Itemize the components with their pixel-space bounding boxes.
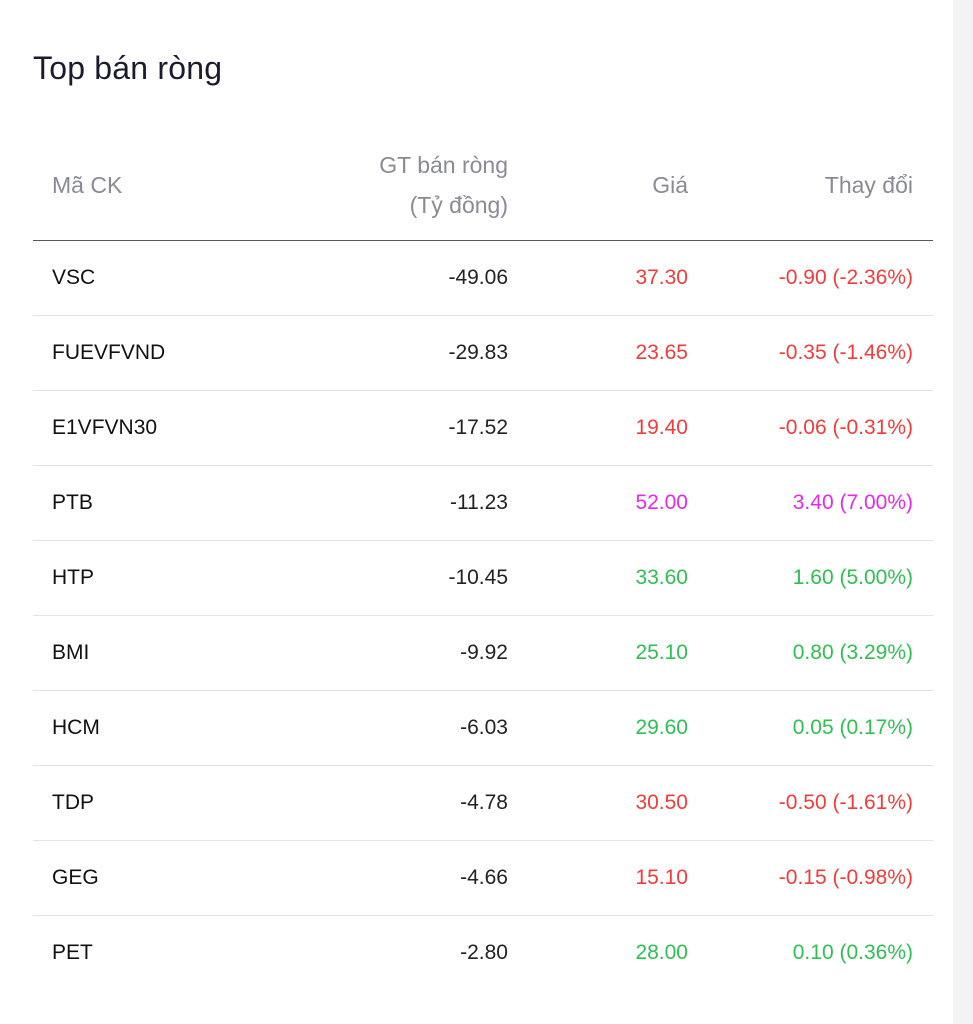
stock-code[interactable]: FUEVFVND (52, 341, 166, 364)
table-row[interactable]: HCM -6.03 29.60 0.05 (0.17%) (33, 691, 933, 766)
net-sell-value: -4.78 (460, 791, 508, 814)
net-sell-value: -9.92 (460, 641, 508, 664)
table-header: Mã CK GT bán ròng (Tỷ đồng) Giá Thay đổi (33, 130, 933, 241)
stock-code[interactable]: TDP (52, 791, 94, 814)
change: -0.06 (-0.31%) (778, 416, 913, 439)
net-sell-value: -29.83 (448, 341, 508, 364)
price: 29.60 (635, 716, 688, 739)
header-price: Giá (652, 171, 688, 198)
change: -0.90 (-2.36%) (778, 266, 913, 289)
table-row[interactable]: BMI -9.92 25.10 0.80 (3.29%) (33, 616, 933, 691)
change: 1.60 (5.00%) (792, 566, 913, 589)
table-row[interactable]: PTB -11.23 52.00 3.40 (7.00%) (33, 466, 933, 541)
net-sell-value: -10.45 (448, 566, 508, 589)
table-row[interactable]: PET -2.80 28.00 0.10 (0.36%) (33, 916, 933, 990)
header-net-sell-value-line1: GT bán ròng (379, 152, 508, 178)
price: 28.00 (635, 941, 688, 964)
stock-code[interactable]: HTP (52, 566, 94, 589)
table-row[interactable]: HTP -10.45 33.60 1.60 (5.00%) (33, 541, 933, 616)
stock-code[interactable]: HCM (52, 716, 100, 739)
change: 0.80 (3.29%) (792, 641, 913, 664)
stock-code[interactable]: PET (52, 941, 93, 964)
net-sell-value: -11.23 (450, 491, 508, 514)
stock-code[interactable]: PTB (52, 491, 93, 514)
header-net-sell-value-line2: (Tỷ đồng) (409, 192, 508, 218)
net-sell-value: -6.03 (460, 716, 508, 739)
price: 19.40 (635, 416, 688, 439)
stock-code[interactable]: VSC (52, 266, 96, 289)
price: 15.10 (635, 866, 688, 889)
change: 0.10 (0.36%) (792, 941, 913, 964)
header-change: Thay đổi (824, 171, 913, 198)
table-row[interactable]: GEG -4.66 15.10 -0.15 (-0.98%) (33, 841, 933, 916)
price: 33.60 (635, 566, 688, 589)
table-body: VSC -49.06 37.30 -0.90 (-2.36%) FUEVFVND… (33, 241, 933, 990)
table-row[interactable]: FUEVFVND -29.83 23.65 -0.35 (-1.46%) (33, 316, 933, 391)
price: 25.10 (635, 641, 688, 664)
change: -0.35 (-1.46%) (778, 341, 913, 364)
net-sell-table: Mã CK GT bán ròng (Tỷ đồng) Giá Thay đổi… (33, 130, 933, 990)
stock-code[interactable]: E1VFVN30 (52, 416, 158, 439)
table-row[interactable]: E1VFVN30 -17.52 19.40 -0.06 (-0.31%) (33, 391, 933, 466)
scrollbar-track[interactable] (953, 0, 973, 1024)
price: 30.50 (635, 791, 688, 814)
net-sell-value: -4.66 (460, 866, 508, 889)
table-row[interactable]: VSC -49.06 37.30 -0.90 (-2.36%) (33, 241, 933, 316)
net-sell-value: -49.06 (448, 266, 508, 289)
price: 37.30 (635, 266, 688, 289)
change: 3.40 (7.00%) (792, 491, 913, 514)
price: 52.00 (635, 491, 688, 514)
stock-code[interactable]: BMI (52, 641, 90, 664)
net-sell-value: -17.52 (448, 416, 508, 439)
change: -0.15 (-0.98%) (778, 866, 913, 889)
stock-code[interactable]: GEG (52, 866, 99, 889)
change: -0.50 (-1.61%) (778, 791, 913, 814)
header-code: Mã CK (52, 171, 123, 198)
table-row[interactable]: TDP -4.78 30.50 -0.50 (-1.61%) (33, 766, 933, 841)
header-net-sell-value: GT bán ròng (Tỷ đồng) (379, 130, 508, 240)
change: 0.05 (0.17%) (792, 716, 913, 739)
net-sell-value: -2.80 (460, 941, 508, 964)
page-title: Top bán ròng (33, 50, 223, 86)
price: 23.65 (635, 341, 688, 364)
